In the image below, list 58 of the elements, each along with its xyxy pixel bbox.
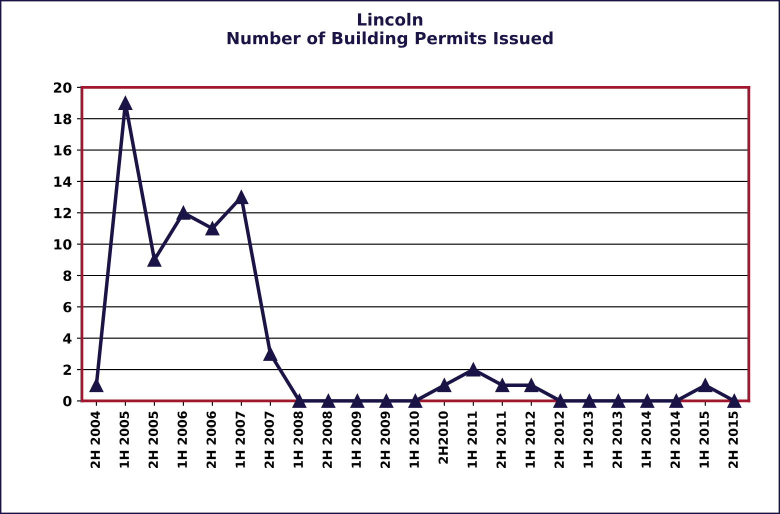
y-tick-label: 8 [63,270,72,281]
point [727,394,742,408]
x-tick-label: 1H 2009 [352,411,361,468]
point [234,190,248,204]
point [147,252,162,267]
y-tick-label: 20 [54,82,72,93]
x-tick-label: 2H 2005 [148,412,158,468]
x-tick-label: 2H 2007 [264,412,274,468]
x-tick-label: 1H 2011 [468,412,477,468]
y-tick-label: 18 [54,114,72,124]
y-tick-label: 4 [63,333,72,344]
point [611,394,626,408]
x-tick-label: 2H 2006 [206,411,216,468]
point [89,378,104,392]
y-tick-label: 0 [63,396,72,406]
point [582,394,596,408]
y-tick-label: 12 [54,208,71,218]
point [437,378,452,392]
point [205,222,220,236]
x-tick-label: 1H 2015 [699,412,709,468]
x-tick-label: 2H 2013 [612,412,622,468]
point [118,96,132,110]
x-tick-label: 1H 2008 [294,411,303,468]
point [379,394,394,408]
point [321,394,336,408]
y-tick-label: 14 [54,176,72,187]
x-tick-label: 2H 2008 [322,411,332,468]
x-tick-label: 2H 2015 [728,412,738,468]
y-tick-label: 2 [64,364,71,375]
point [408,394,422,408]
x-tick-label: 2H 2014 [670,411,680,468]
point [263,346,278,361]
x-tick-label: 1H 2014 [641,411,651,468]
x-tick-label: 2H 2009 [380,411,390,468]
x-tick-label: 2H 2011 [496,412,506,468]
point [553,394,568,408]
x-tick-label: 1H 2007 [236,412,246,468]
x-tick-label: 2H 2004 [90,411,100,468]
chart-title: Lincoln Number of Building Permits Issued [228,12,553,48]
point [495,378,510,392]
x-tick-label: 1H 2010 [410,411,419,468]
y-tick-label: 16 [54,145,72,156]
point [524,378,538,392]
point [669,394,684,408]
x-tick-label: 1H 2012 [526,412,535,468]
x-tick-label: 2H2010 [438,411,448,464]
point [350,394,364,408]
x-tick-label: 1H 2005 [120,412,130,468]
point [640,394,654,408]
point [292,394,306,408]
x-tick-label: 1H 2013 [583,412,593,468]
x-tick-label: 1H 2006 [178,411,188,468]
x-tick-label: 2H 2012 [554,412,564,468]
y-tick-label: 10 [54,239,72,250]
point [698,378,712,392]
point [176,206,190,220]
y-tick-label: 6 [63,302,72,312]
point [466,362,480,377]
